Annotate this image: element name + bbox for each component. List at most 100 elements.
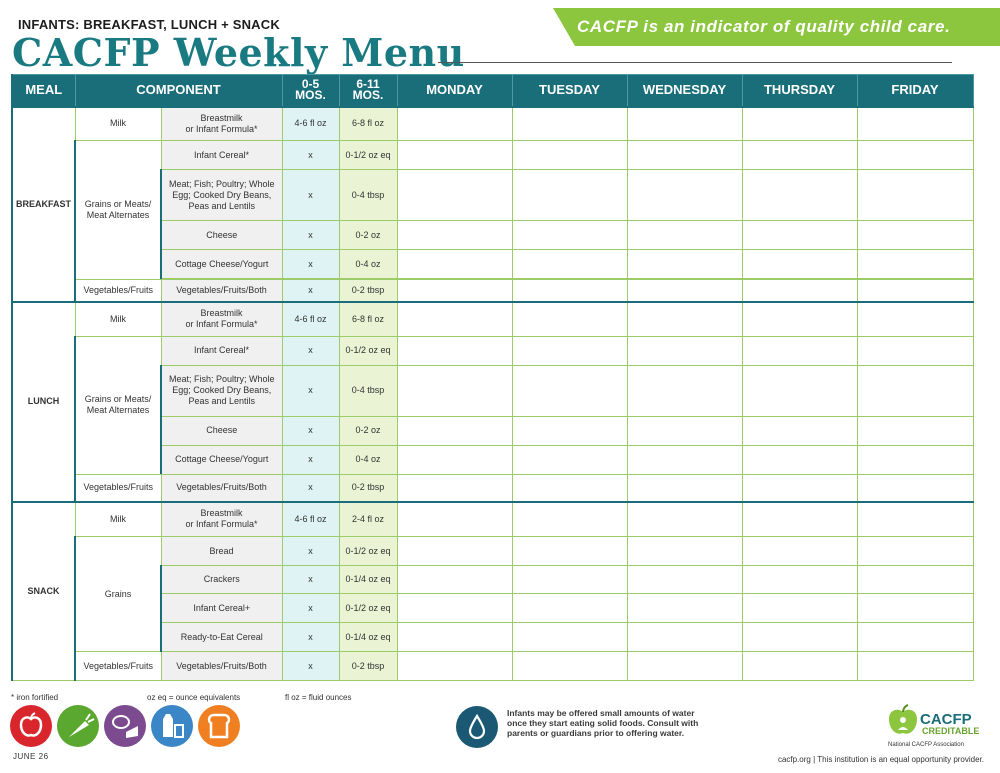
component-item: Breastmilk or Infant Formula* <box>160 500 283 537</box>
monday-cell[interactable] <box>396 500 513 537</box>
wednesday-cell[interactable] <box>626 335 743 366</box>
tuesday-cell[interactable] <box>511 474 628 502</box>
component-item: Cheese <box>160 220 283 250</box>
thursday-cell[interactable] <box>741 536 858 566</box>
thursday-cell[interactable] <box>741 415 858 446</box>
wednesday-cell[interactable] <box>626 140 743 170</box>
thursday-cell[interactable] <box>741 169 858 221</box>
monday-cell[interactable] <box>396 249 513 279</box>
friday-cell[interactable] <box>856 169 974 221</box>
amount-6-11: 0-4 oz <box>338 249 398 279</box>
thursday-cell[interactable] <box>741 301 858 337</box>
wednesday-cell[interactable] <box>626 536 743 566</box>
wednesday-cell[interactable] <box>626 105 743 141</box>
monday-cell[interactable] <box>396 415 513 446</box>
monday-cell[interactable] <box>396 301 513 337</box>
col-wednesday: WEDNESDAY <box>626 74 743 107</box>
thursday-cell[interactable] <box>741 335 858 366</box>
monday-cell[interactable] <box>396 105 513 141</box>
monday-cell[interactable] <box>396 622 513 652</box>
wednesday-cell[interactable] <box>626 622 743 652</box>
thursday-cell[interactable] <box>741 140 858 170</box>
thursday-cell[interactable] <box>741 474 858 502</box>
friday-cell[interactable] <box>856 249 974 279</box>
thursday-cell[interactable] <box>741 622 858 652</box>
component-group: Vegetables/Fruits <box>74 651 162 681</box>
tuesday-cell[interactable] <box>511 301 628 337</box>
table-row: Vegetables/Fruits Vegetables/Fruits/Both… <box>12 474 974 502</box>
wednesday-cell[interactable] <box>626 474 743 502</box>
wednesday-cell[interactable] <box>626 651 743 681</box>
wednesday-cell[interactable] <box>626 364 743 417</box>
thursday-cell[interactable] <box>741 278 858 303</box>
monday-cell[interactable] <box>396 364 513 417</box>
tuesday-cell[interactable] <box>511 105 628 141</box>
friday-cell[interactable] <box>856 415 974 446</box>
fl-oz-footnote: fl oz = fluid ounces <box>285 693 352 702</box>
thursday-cell[interactable] <box>741 249 858 279</box>
friday-cell[interactable] <box>856 565 974 594</box>
thursday-cell[interactable] <box>741 651 858 681</box>
tuesday-cell[interactable] <box>511 364 628 417</box>
tuesday-cell[interactable] <box>511 335 628 366</box>
col-meal: MEAL <box>11 74 76 107</box>
tuesday-cell[interactable] <box>511 622 628 652</box>
monday-cell[interactable] <box>396 140 513 170</box>
friday-cell[interactable] <box>856 105 974 141</box>
friday-cell[interactable] <box>856 536 974 566</box>
tuesday-cell[interactable] <box>511 220 628 250</box>
wednesday-cell[interactable] <box>626 500 743 537</box>
friday-cell[interactable] <box>856 220 974 250</box>
tuesday-cell[interactable] <box>511 278 628 303</box>
thursday-cell[interactable] <box>741 565 858 594</box>
monday-cell[interactable] <box>396 593 513 623</box>
wednesday-cell[interactable] <box>626 593 743 623</box>
friday-cell[interactable] <box>856 301 974 337</box>
wednesday-cell[interactable] <box>626 220 743 250</box>
tuesday-cell[interactable] <box>511 415 628 446</box>
wednesday-cell[interactable] <box>626 249 743 279</box>
wednesday-cell[interactable] <box>626 444 743 475</box>
monday-cell[interactable] <box>396 220 513 250</box>
friday-cell[interactable] <box>856 278 974 303</box>
thursday-cell[interactable] <box>741 500 858 537</box>
tuesday-cell[interactable] <box>511 536 628 566</box>
monday-cell[interactable] <box>396 169 513 221</box>
wednesday-cell[interactable] <box>626 301 743 337</box>
friday-cell[interactable] <box>856 364 974 417</box>
tuesday-cell[interactable] <box>511 651 628 681</box>
wednesday-cell[interactable] <box>626 415 743 446</box>
thursday-cell[interactable] <box>741 220 858 250</box>
table-row: Cottage Cheese/Yogurt x 0-4 oz <box>12 444 974 475</box>
tuesday-cell[interactable] <box>511 249 628 279</box>
wednesday-cell[interactable] <box>626 169 743 221</box>
monday-cell[interactable] <box>396 444 513 475</box>
friday-cell[interactable] <box>856 651 974 681</box>
monday-cell[interactable] <box>396 335 513 366</box>
friday-cell[interactable] <box>856 622 974 652</box>
friday-cell[interactable] <box>856 335 974 366</box>
tuesday-cell[interactable] <box>511 140 628 170</box>
tuesday-cell[interactable] <box>511 444 628 475</box>
thursday-cell[interactable] <box>741 444 858 475</box>
tuesday-cell[interactable] <box>511 593 628 623</box>
monday-cell[interactable] <box>396 278 513 303</box>
monday-cell[interactable] <box>396 565 513 594</box>
monday-cell[interactable] <box>396 536 513 566</box>
friday-cell[interactable] <box>856 500 974 537</box>
monday-cell[interactable] <box>396 474 513 502</box>
tuesday-cell[interactable] <box>511 565 628 594</box>
amount-6-11: 0-1/2 oz eq <box>338 536 398 566</box>
tuesday-cell[interactable] <box>511 169 628 221</box>
friday-cell[interactable] <box>856 593 974 623</box>
friday-cell[interactable] <box>856 444 974 475</box>
friday-cell[interactable] <box>856 474 974 502</box>
wednesday-cell[interactable] <box>626 278 743 303</box>
wednesday-cell[interactable] <box>626 565 743 594</box>
tuesday-cell[interactable] <box>511 500 628 537</box>
thursday-cell[interactable] <box>741 105 858 141</box>
monday-cell[interactable] <box>396 651 513 681</box>
friday-cell[interactable] <box>856 140 974 170</box>
thursday-cell[interactable] <box>741 593 858 623</box>
thursday-cell[interactable] <box>741 364 858 417</box>
